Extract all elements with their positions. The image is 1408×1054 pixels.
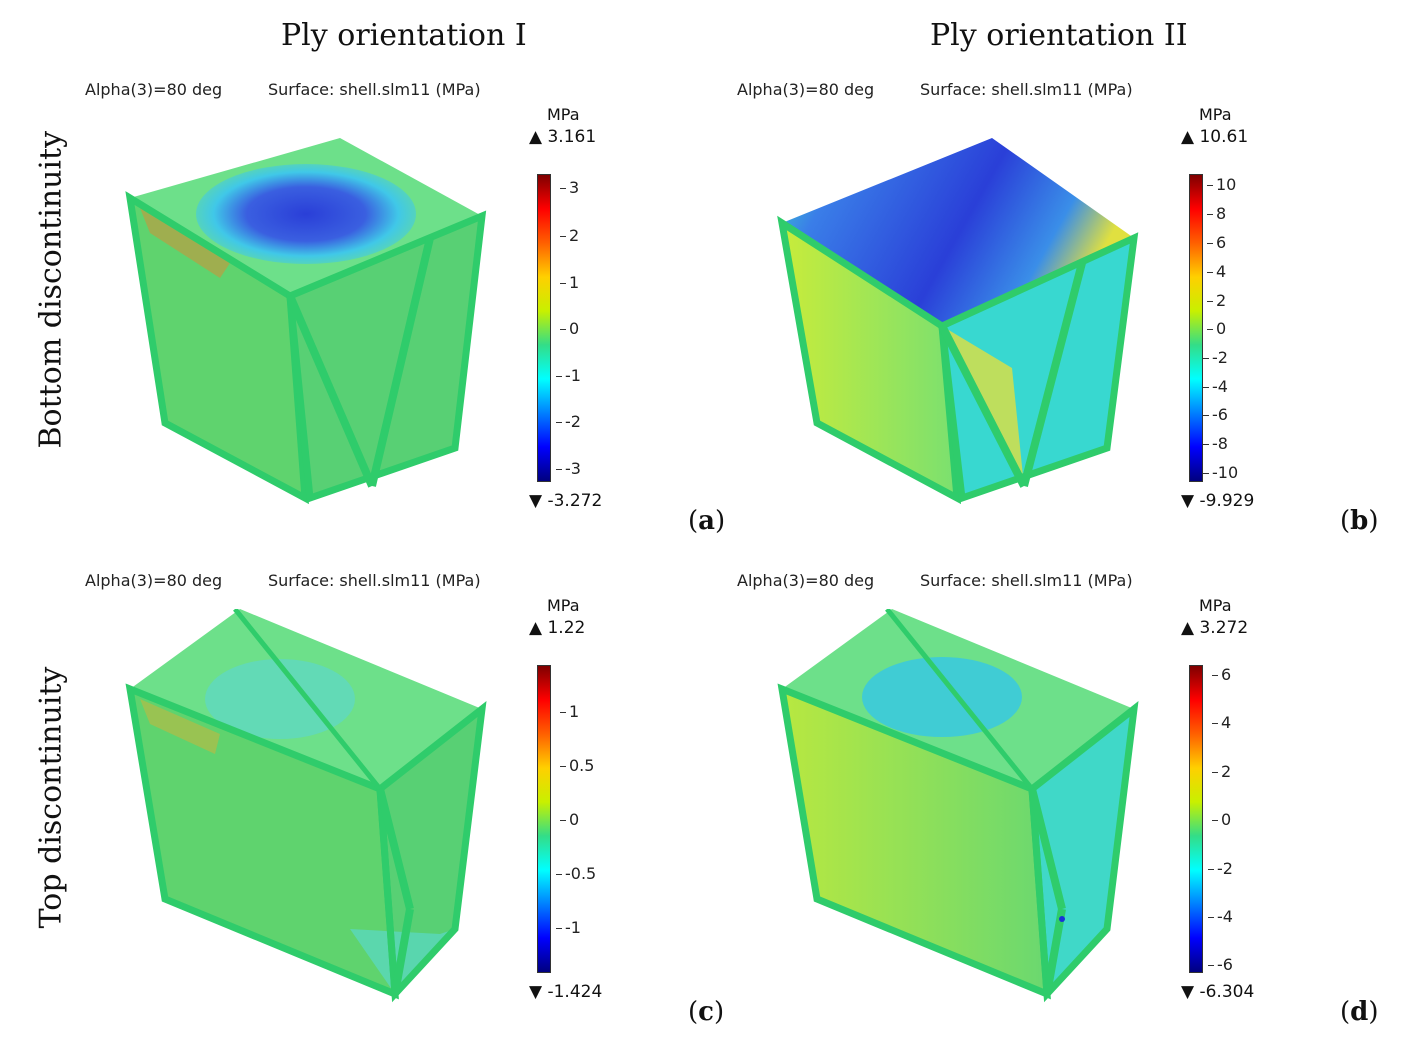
tick-label: 0: [1206, 319, 1227, 338]
tick-label: 2: [1206, 291, 1227, 310]
panel-b: Alpha(3)=80 deg Surface: shell.slm11 (MP…: [722, 78, 1382, 558]
surface-label: Surface: shell.slm11 (MPa): [268, 571, 481, 590]
tick-label: -6: [1208, 955, 1233, 974]
tick-label: 1: [559, 273, 580, 292]
tick-label: 0: [1211, 810, 1232, 829]
row-header-bottom-discontinuity: Bottom discontinuity: [33, 130, 69, 449]
panel-a: Alpha(3)=80 deg Surface: shell.slm11 (MP…: [70, 78, 730, 558]
panel-label: (d): [1340, 997, 1379, 1027]
alpha-label: Alpha(3)=80 deg: [85, 571, 223, 590]
tick-label: 3: [559, 178, 580, 197]
surface-label: Surface: shell.slm11 (MPa): [268, 80, 481, 99]
alpha-label: Alpha(3)=80 deg: [737, 80, 875, 99]
colorbar-min-value: ▼ -9.929: [1181, 491, 1255, 511]
tick-label: -10: [1202, 463, 1239, 482]
tick-label: 0: [559, 319, 580, 338]
panel-label: (a): [688, 506, 726, 536]
panel-label: (c): [688, 997, 725, 1027]
colorbar-unit: MPa: [547, 105, 580, 124]
tick-label: -2: [1203, 348, 1228, 367]
colorbar: [537, 665, 551, 973]
alpha-label: Alpha(3)=80 deg: [737, 571, 875, 590]
column-header-ply-orientation-1: Ply orientation I: [281, 18, 527, 53]
tick-label: -2: [556, 412, 581, 431]
colorbar-unit: MPa: [1199, 596, 1232, 615]
tick-label: 4: [1211, 713, 1232, 732]
tick-label: -3: [556, 459, 581, 478]
colorbar-max-value: ▲ 3.272: [1181, 618, 1249, 638]
colorbar-max-value: ▲ 1.22: [529, 618, 586, 638]
row-header-top-discontinuity: Top discontinuity: [33, 666, 69, 929]
tick-label: 4: [1206, 262, 1227, 281]
colorbar-unit: MPa: [547, 596, 580, 615]
colorbar-unit: MPa: [1199, 105, 1232, 124]
colorbar: [537, 174, 551, 482]
tick-label: -4: [1203, 377, 1228, 396]
shell-model-render: [125, 609, 487, 1003]
tick-label: -6: [1203, 405, 1228, 424]
tick-label: -2: [1208, 859, 1233, 878]
tick-label: -1: [556, 918, 581, 937]
colorbar-min-value: ▼ -6.304: [1181, 982, 1255, 1002]
colorbar: [1189, 174, 1203, 482]
panel-c: Alpha(3)=80 deg Surface: shell.slm11 (MP…: [70, 569, 730, 1049]
tick-label: 6: [1211, 665, 1232, 684]
tick-label: -8: [1203, 434, 1228, 453]
surface-label: Surface: shell.slm11 (MPa): [920, 80, 1133, 99]
colorbar-max-value: ▲ 10.61: [1181, 127, 1249, 147]
colorbar-min-value: ▼ -1.424: [529, 982, 603, 1002]
shell-model-render: [777, 138, 1139, 505]
tick-label: -4: [1208, 907, 1233, 926]
column-header-ply-orientation-2: Ply orientation II: [930, 18, 1188, 53]
colorbar-max-value: ▲ 3.161: [529, 127, 597, 147]
tick-label: 8: [1206, 204, 1227, 223]
panel-label: (b): [1340, 506, 1379, 536]
alpha-label: Alpha(3)=80 deg: [85, 80, 223, 99]
colorbar: [1189, 665, 1203, 973]
panel-d: Alpha(3)=80 deg Surface: shell.slm11 (MP…: [722, 569, 1382, 1049]
tick-label: 10: [1206, 175, 1237, 194]
tick-label: -0.5: [555, 864, 597, 883]
surface-label: Surface: shell.slm11 (MPa): [920, 571, 1133, 590]
shell-model-render: [125, 138, 487, 505]
tick-label: 2: [1211, 762, 1232, 781]
tick-label: -1: [556, 366, 581, 385]
tick-label: 0: [559, 810, 580, 829]
tick-label: 6: [1206, 233, 1227, 252]
shell-model-render: [777, 609, 1139, 1003]
tick-label: 1: [559, 702, 580, 721]
colorbar-min-value: ▼ -3.272: [529, 491, 603, 511]
tick-label: 2: [559, 226, 580, 245]
tick-label: 0.5: [559, 756, 595, 775]
